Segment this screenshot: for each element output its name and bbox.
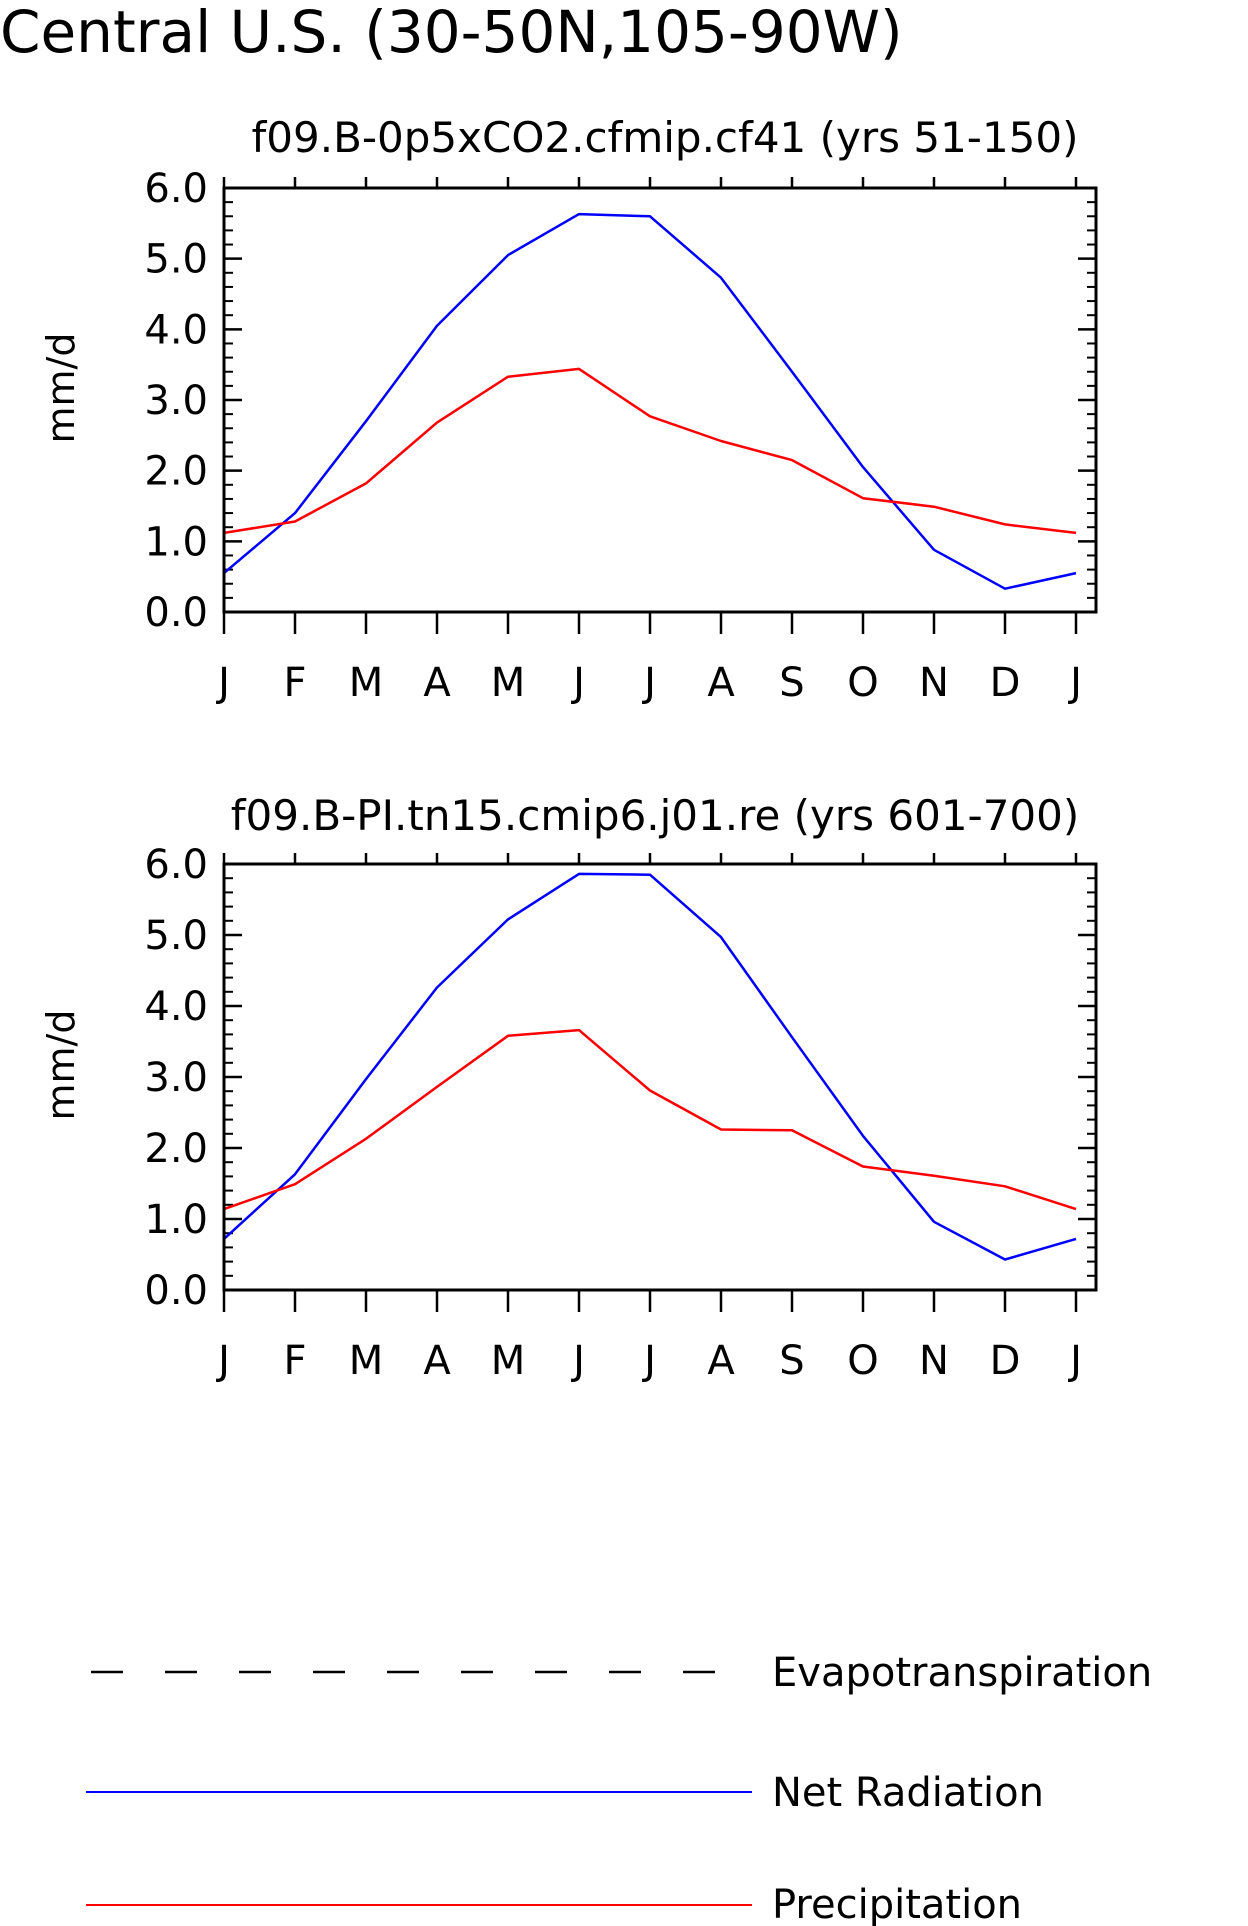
y-axis-label: mm/d xyxy=(39,333,83,444)
y-tick-label: 4.0 xyxy=(144,984,208,1030)
series-line-net-radiation xyxy=(223,212,1077,590)
legend-label-evapotranspiration: Evapotranspiration xyxy=(772,1650,1152,1696)
x-tick-label: M xyxy=(349,660,384,706)
y-tick-label: 6.0 xyxy=(144,842,208,888)
x-tick-label: S xyxy=(779,1338,804,1384)
axis-ticks xyxy=(222,853,1096,1312)
x-tick-label: J xyxy=(641,660,656,706)
y-axis-label: mm/d xyxy=(39,1010,83,1121)
x-tick-label: J xyxy=(1067,660,1082,706)
series-line-net-radiation xyxy=(223,872,1077,1261)
x-tick-label: M xyxy=(491,1338,526,1384)
x-tick-label: A xyxy=(707,1338,735,1384)
series-line-precipitation xyxy=(223,367,1077,535)
series-lines xyxy=(223,872,1077,1261)
x-tick-label: J xyxy=(1067,1338,1082,1384)
series-line-precipitation xyxy=(223,1028,1077,1211)
plot-frame xyxy=(222,862,1098,1292)
x-tick-label: M xyxy=(349,1338,384,1384)
y-tick-label: 2.0 xyxy=(144,1126,208,1172)
figure-title: Central U.S. (30-50N,105-90W) xyxy=(0,0,903,66)
y-tick-label: 4.0 xyxy=(144,307,208,353)
x-tick-label: O xyxy=(847,660,878,706)
x-tick-label: F xyxy=(283,660,306,706)
legend-label-precipitation: Precipitation xyxy=(772,1882,1022,1926)
tick-labels: 0.01.02.03.04.05.06.0J F M A M J J A S O N D J xyxy=(144,166,1082,706)
plot-frame xyxy=(222,186,1098,614)
tick-labels: 0.01.02.03.04.05.06.0J F M A M J J A S O N D J xyxy=(144,842,1082,1384)
x-tick-label: D xyxy=(990,660,1021,706)
x-tick-label: F xyxy=(283,1338,306,1384)
x-tick-label: S xyxy=(779,660,804,706)
x-tick-label: J xyxy=(215,1338,230,1384)
x-tick-label: M xyxy=(491,660,526,706)
legend: Evapotranspiration Net Radiation Precipi… xyxy=(86,1650,1152,1926)
y-tick-label: 5.0 xyxy=(144,237,208,283)
axis-ticks xyxy=(222,177,1096,634)
y-tick-label: 0.0 xyxy=(144,590,208,636)
x-tick-label: J xyxy=(641,1338,656,1384)
x-tick-label: D xyxy=(990,1338,1021,1384)
x-tick-label: J xyxy=(570,660,585,706)
x-tick-label: O xyxy=(847,1338,878,1384)
x-tick-label: N xyxy=(919,1338,949,1384)
legend-label-net-radiation: Net Radiation xyxy=(772,1770,1044,1816)
x-tick-label: J xyxy=(215,660,230,706)
x-tick-label: N xyxy=(919,660,949,706)
y-tick-label: 5.0 xyxy=(144,913,208,959)
y-tick-label: 6.0 xyxy=(144,166,208,212)
x-tick-label: A xyxy=(707,660,735,706)
panel-title: f09.B-0p5xCO2.cfmip.cf41 (yrs 51-150) xyxy=(252,113,1079,162)
panel-title: f09.B-PI.tn15.cmip6.j01.re (yrs 601-700) xyxy=(231,791,1080,840)
y-tick-label: 3.0 xyxy=(144,1055,208,1101)
y-tick-label: 3.0 xyxy=(144,378,208,424)
x-tick-label: A xyxy=(423,1338,451,1384)
series-lines xyxy=(223,212,1077,590)
panel-top: f09.B-0p5xCO2.cfmip.cf41 (yrs 51-150) mm… xyxy=(39,113,1098,706)
x-tick-label: J xyxy=(570,1338,585,1384)
panel-bottom: f09.B-PI.tn15.cmip6.j01.re (yrs 601-700)… xyxy=(39,791,1098,1384)
y-tick-label: 1.0 xyxy=(144,519,208,565)
y-tick-label: 1.0 xyxy=(144,1197,208,1243)
y-tick-label: 0.0 xyxy=(144,1268,208,1314)
x-tick-label: A xyxy=(423,660,451,706)
y-tick-label: 2.0 xyxy=(144,449,208,495)
